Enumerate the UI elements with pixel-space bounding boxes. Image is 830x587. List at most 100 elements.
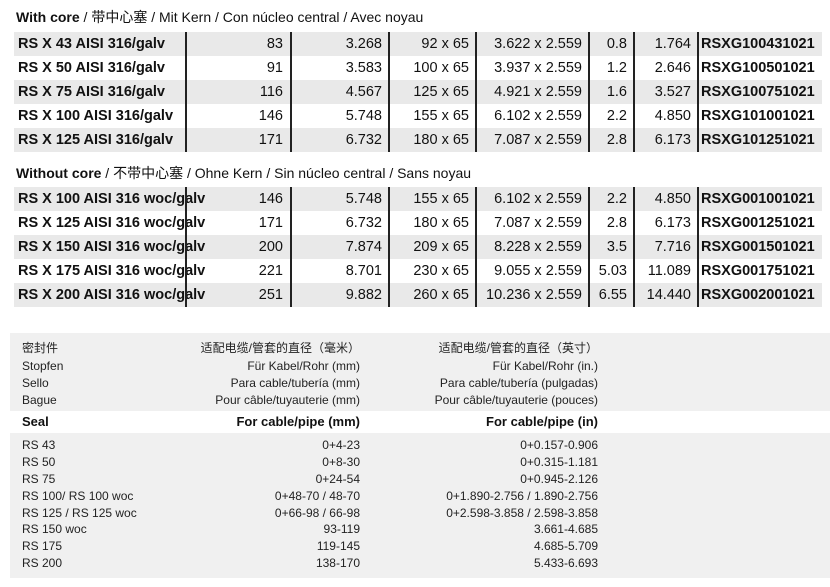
product-name: RS X 50 AISI 316/galv — [18, 60, 165, 76]
size-in: 7.087 x 2.559 — [494, 215, 582, 231]
seal-header-band — [10, 411, 830, 433]
table-row: RS X 75 AISI 316/galv 116 4.567 125 x 65 4.9… — [14, 80, 822, 104]
size-in: 9.055 x 2.559 — [494, 263, 582, 279]
qty-a: 0.8 — [606, 36, 627, 52]
size-in: 3.622 x 2.559 — [494, 36, 582, 52]
size-in: 6.102 x 2.559 — [494, 108, 582, 124]
seal-row-in: 3.661-4.685 — [533, 522, 598, 536]
weight-kg: 200 — [258, 239, 283, 255]
weight-kg: 146 — [258, 108, 283, 124]
article-code: RSXG001501021 — [701, 239, 815, 255]
weight-lb: 6.732 — [345, 132, 382, 148]
qty-a: 2.2 — [606, 108, 627, 124]
article-code: RSXG001251021 — [701, 215, 815, 231]
seal-header-seal: Seal — [22, 414, 49, 429]
without-core-title: Without core / 不带中心塞 / Ohne Kern / Sin n… — [16, 163, 471, 183]
column-divider — [697, 32, 699, 152]
product-name: RS X 150 AISI 316 woc/galv — [18, 239, 206, 255]
seal-row-in: 4.685-5.709 — [533, 539, 598, 553]
qty-b: 7.716 — [654, 239, 691, 255]
size-mm: 125 x 65 — [413, 84, 469, 100]
seal-header-translation-mm: Pour câble/tuyauterie (mm) — [215, 393, 360, 407]
column-divider — [475, 32, 477, 152]
weight-kg: 221 — [258, 263, 283, 279]
qty-a: 2.8 — [606, 215, 627, 231]
qty-b: 6.173 — [654, 215, 691, 231]
seal-header-translation-seal: Sello — [22, 376, 49, 390]
seal-row-seal: RS 43 — [22, 438, 56, 452]
seal-row-mm: 93-119 — [323, 522, 360, 536]
article-code: RSXG100751021 — [701, 84, 815, 100]
weight-kg: 171 — [258, 132, 283, 148]
seal-row-in: 0+0.945-2.126 — [520, 472, 598, 486]
seal-header-translation-seal: 密封件 — [22, 341, 59, 355]
column-divider — [185, 32, 187, 152]
seal-table-background — [10, 333, 830, 578]
article-code: RSXG002001021 — [701, 287, 815, 303]
qty-a: 3.5 — [606, 239, 627, 255]
with-core-title: With core / 带中心塞 / Mit Kern / Con núcleo… — [16, 7, 423, 27]
weight-kg: 116 — [259, 84, 283, 100]
weight-kg: 251 — [258, 287, 283, 303]
table-row: RS X 100 AISI 316 woc/galv 146 5.748 155 x … — [14, 187, 822, 211]
column-divider — [633, 32, 635, 152]
qty-a: 2.2 — [606, 191, 627, 207]
qty-b: 1.764 — [654, 36, 691, 52]
seal-row-in: 0+1.890-2.756 / 1.890-2.756 — [446, 489, 598, 503]
size-in: 8.228 x 2.559 — [494, 239, 582, 255]
product-name: RS X 125 AISI 316/galv — [18, 132, 174, 148]
seal-row-in: 0+2.598-3.858 / 2.598-3.858 — [446, 506, 598, 520]
without-core-table: RS X 100 AISI 316 woc/galv 146 5.748 155 x … — [14, 187, 822, 307]
seal-row-in: 0+0.157-0.906 — [520, 438, 598, 452]
qty-a: 6.55 — [598, 287, 627, 303]
seal-header-translation-in: 适配电缆/管套的直径（英寸） — [438, 341, 598, 355]
seal-header-translation-mm: Für Kabel/Rohr (mm) — [247, 359, 360, 373]
seal-row-seal: RS 100/ RS 100 woc — [22, 489, 134, 503]
weight-lb: 8.701 — [345, 263, 382, 279]
seal-row-mm: 0+66-98 / 66-98 — [274, 506, 360, 520]
size-mm: 260 x 65 — [413, 287, 469, 303]
product-name: RS X 75 AISI 316/galv — [18, 84, 165, 100]
size-in: 3.937 x 2.559 — [494, 60, 582, 76]
seal-header-translation-in: Para cable/tubería (pulgadas) — [439, 376, 598, 390]
qty-a: 2.8 — [606, 132, 627, 148]
seal-row-mm: 0+4-23 — [322, 438, 360, 452]
weight-lb: 6.732 — [345, 215, 382, 231]
article-code: RSXG001001021 — [701, 191, 815, 207]
article-code: RSXG101251021 — [701, 132, 815, 148]
product-name: RS X 175 AISI 316 woc/galv — [18, 263, 206, 279]
column-divider — [588, 187, 590, 307]
size-mm: 92 x 65 — [421, 36, 469, 52]
seal-header-translation-mm: Para cable/tubería (mm) — [230, 376, 360, 390]
weight-lb: 7.874 — [345, 239, 382, 255]
weight-lb: 4.567 — [345, 84, 382, 100]
weight-kg: 146 — [258, 191, 283, 207]
product-name: RS X 100 AISI 316 woc/galv — [18, 191, 206, 207]
seal-row-mm: 0+8-30 — [322, 455, 360, 469]
without-core-title-translations: / 不带中心塞 / Ohne Kern / Sin núcleo central… — [101, 165, 472, 181]
qty-b: 11.089 — [647, 263, 691, 279]
seal-row-seal: RS 175 — [22, 539, 63, 553]
seal-header-mm: For cable/pipe (mm) — [236, 414, 360, 429]
article-code: RSXG100501021 — [701, 60, 815, 76]
table-row: RS X 125 AISI 316/galv 171 6.732 180 x 65 7.… — [14, 128, 822, 152]
article-code: RSXG100431021 — [701, 36, 815, 52]
seal-row-mm: 0+24-54 — [315, 472, 360, 486]
table-row: RS X 50 AISI 316/galv 91 3.583 100 x 65 3.93… — [14, 56, 822, 80]
weight-kg: 91 — [266, 60, 283, 76]
size-mm: 180 x 65 — [413, 132, 469, 148]
article-code: RSXG001751021 — [701, 263, 815, 279]
size-mm: 180 x 65 — [413, 215, 469, 231]
column-divider — [185, 187, 187, 307]
seal-header-translation-in: Für Kabel/Rohr (in.) — [492, 359, 598, 373]
column-divider — [388, 187, 390, 307]
column-divider — [388, 32, 390, 152]
size-in: 10.236 x 2.559 — [486, 287, 582, 303]
table-row: RS X 150 AISI 316 woc/galv 200 7.874 209 x … — [14, 235, 822, 259]
column-divider — [633, 187, 635, 307]
weight-lb: 5.748 — [345, 191, 382, 207]
qty-b: 14.440 — [646, 287, 691, 303]
qty-a: 5.03 — [598, 263, 627, 279]
qty-b: 2.646 — [654, 60, 691, 76]
column-divider — [697, 187, 699, 307]
